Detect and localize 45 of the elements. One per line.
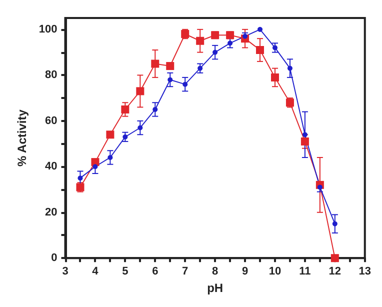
point bbox=[136, 87, 144, 96]
y-tick-label: 100 bbox=[38, 23, 58, 36]
x-tick-label: 13 bbox=[358, 266, 372, 278]
point bbox=[272, 45, 278, 50]
point bbox=[330, 254, 339, 262]
x-tick-label: 4 bbox=[92, 266, 100, 278]
y-tick-label: 80 bbox=[45, 69, 58, 82]
y-axis-title: % Activity bbox=[15, 109, 29, 167]
y-tick-label: 60 bbox=[45, 114, 58, 127]
x-tick-label: 7 bbox=[182, 266, 188, 278]
point bbox=[196, 36, 204, 45]
point bbox=[258, 26, 263, 32]
y-tick-label: 40 bbox=[45, 160, 58, 173]
x-tick-label: 9 bbox=[242, 266, 248, 278]
x-tick-label: 12 bbox=[328, 266, 342, 278]
point bbox=[108, 154, 113, 160]
point bbox=[256, 46, 264, 54]
x-tick-label: 5 bbox=[122, 266, 128, 278]
point bbox=[92, 164, 98, 170]
x-axis-title: pH bbox=[207, 281, 224, 295]
x-tick-label: 10 bbox=[268, 266, 282, 278]
point bbox=[106, 130, 114, 139]
point bbox=[332, 221, 338, 226]
point bbox=[152, 106, 158, 112]
point bbox=[270, 73, 279, 82]
y-tick-label: 20 bbox=[45, 206, 58, 218]
point bbox=[287, 66, 292, 71]
point bbox=[300, 137, 309, 146]
point bbox=[168, 77, 173, 82]
x-tick-label: 11 bbox=[299, 266, 311, 278]
x-tick-label: 8 bbox=[212, 266, 218, 278]
point bbox=[151, 60, 160, 68]
point bbox=[138, 125, 143, 130]
x-tick-label: 3 bbox=[62, 266, 68, 278]
point bbox=[122, 134, 128, 140]
point bbox=[121, 105, 130, 114]
point bbox=[228, 40, 233, 46]
point bbox=[212, 50, 218, 55]
point bbox=[182, 82, 188, 87]
y-tick-label: 0 bbox=[51, 252, 58, 264]
point bbox=[317, 184, 322, 190]
point bbox=[78, 176, 83, 181]
x-tick-label: 6 bbox=[152, 266, 158, 278]
point bbox=[198, 66, 203, 71]
point bbox=[166, 62, 174, 70]
